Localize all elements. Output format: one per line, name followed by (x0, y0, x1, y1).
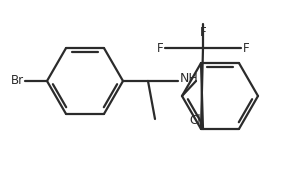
Text: Cl: Cl (189, 114, 201, 127)
Text: Br: Br (11, 74, 24, 87)
Text: F: F (156, 42, 163, 55)
Text: NH: NH (180, 73, 199, 86)
Text: F: F (200, 26, 206, 39)
Text: F: F (243, 42, 250, 55)
